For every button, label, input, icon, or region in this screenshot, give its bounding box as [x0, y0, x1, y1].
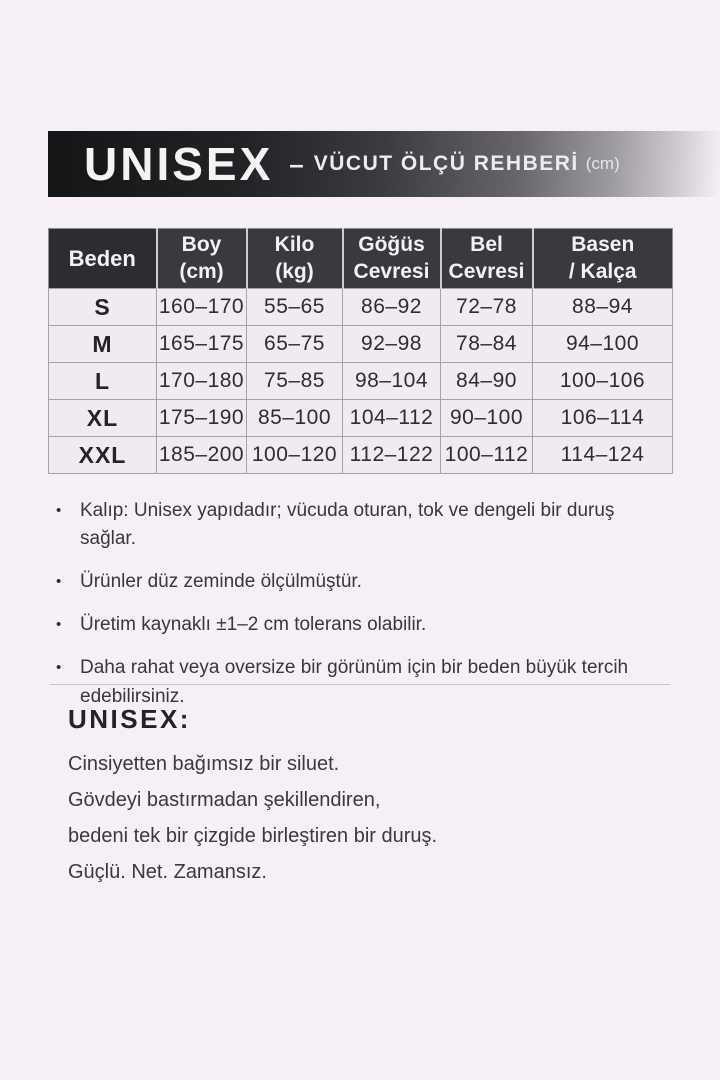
banner-title: UNISEX — [84, 138, 274, 190]
header-bel: Bel Cevresi — [439, 228, 533, 289]
header-beden: Beden — [48, 228, 157, 289]
measurement-cell: 98–104 — [342, 362, 441, 400]
list-item: • Üretim kaynaklı ±1–2 cm tolerans olabi… — [56, 611, 662, 639]
bullet-icon: • — [56, 502, 62, 519]
list-item: • Kalıp: Unisex yapıdadır; vücuda oturan… — [56, 497, 662, 553]
measurement-cell: 92–98 — [342, 325, 441, 363]
measurement-cell: 100–120 — [246, 436, 343, 474]
measurement-cell: 72–78 — [440, 288, 533, 326]
banner-unit: (cm) — [585, 154, 620, 173]
statement-line: Cinsiyetten bağımsız bir siluet. — [68, 753, 340, 775]
bullet-icon: • — [56, 659, 62, 677]
measurement-cell: 90–100 — [440, 399, 533, 437]
table-header-row: Beden Boy (cm) Kilo (kg) Göğüs Cevresi Bel C… — [48, 228, 673, 289]
size-cell: L — [48, 362, 157, 400]
bullet-icon: • — [56, 616, 62, 634]
measurement-cell: 165–175 — [156, 325, 247, 363]
size-cell: XL — [48, 399, 157, 437]
unisex-statement-section: UNISEX: Cinsiyetten bağımsız bir siluet.… — [68, 704, 648, 895]
section-divider — [50, 684, 670, 685]
table-row-l: L 170–180 75–85 98–104 84–90 100–106 — [48, 362, 673, 400]
measurement-cell: 94–100 — [532, 325, 673, 363]
statement-line: bedeni tek bir çizgide birleştiren bir d… — [68, 825, 438, 847]
measurement-cell: 88–94 — [532, 288, 673, 326]
measurement-cell: 160–170 — [156, 288, 247, 326]
measurement-cell: 114–124 — [532, 436, 673, 474]
measurement-cell: 104–112 — [342, 399, 441, 437]
measurement-cell: 112–122 — [342, 436, 441, 474]
measurement-cell: 175–190 — [156, 399, 247, 437]
size-cell: M — [48, 325, 157, 363]
section-heading: UNISEX: — [68, 704, 191, 734]
banner-dash: – — [289, 148, 304, 179]
notes-list: • Kalıp: Unisex yapıdadır; vücuda oturan… — [56, 497, 662, 726]
measurement-cell: 100–112 — [440, 436, 533, 474]
header-banner: UNISEX – VÜCUT ÖLÇÜ REHBERİ (cm) — [48, 131, 720, 197]
statement-line: Güçlü. Net. Zamansız. — [68, 861, 267, 883]
note-text: Daha rahat veya oversize bir görünüm içi… — [80, 657, 629, 707]
measurement-cell: 106–114 — [532, 399, 673, 437]
measurement-cell: 65–75 — [246, 325, 343, 363]
measurement-cell: 84–90 — [440, 362, 533, 400]
header-basen: Basen / Kalça — [531, 228, 673, 289]
header-gogus: Göğüs Cevresi — [341, 228, 441, 289]
header-kilo: Kilo (kg) — [245, 228, 343, 289]
bullet-icon: • — [56, 573, 62, 591]
note-text: Kalıp: Unisex yapıdadır; vücuda oturan, … — [80, 500, 615, 550]
size-cell: S — [48, 288, 157, 326]
note-text: Ürünler düz zeminde ölçülmüştür. — [80, 571, 362, 593]
table-row-xl: XL 175–190 85–100 104–112 90–100 106–114 — [48, 399, 673, 437]
size-chart-table: Beden Boy (cm) Kilo (kg) Göğüs Cevresi Bel C… — [48, 228, 673, 474]
measurement-cell: 100–106 — [532, 362, 673, 400]
measurement-cell: 85–100 — [246, 399, 343, 437]
list-item: • Ürünler düz zeminde ölçülmüştür. — [56, 568, 662, 596]
table-row-s: S 160–170 55–65 86–92 72–78 88–94 — [48, 288, 673, 326]
measurement-cell: 75–85 — [246, 362, 343, 400]
table-row-m: M 165–175 65–75 92–98 78–84 94–100 — [48, 325, 673, 363]
table-row-xxl: XXL 185–200 100–120 112–122 100–112 114–… — [48, 436, 673, 474]
measurement-cell: 55–65 — [246, 288, 343, 326]
measurement-cell: 185–200 — [156, 436, 247, 474]
measurement-cell: 86–92 — [342, 288, 441, 326]
measurement-cell: 170–180 — [156, 362, 247, 400]
measurement-cell: 78–84 — [440, 325, 533, 363]
note-text: Üretim kaynaklı ±1–2 cm tolerans olabili… — [80, 614, 427, 636]
size-cell: XXL — [48, 436, 157, 474]
statement-line: Gövdeyi bastırmadan şekillendiren, — [68, 789, 381, 811]
list-item: • Daha rahat veya oversize bir görünüm i… — [56, 654, 662, 710]
header-boy: Boy (cm) — [155, 228, 247, 289]
banner-subtitle: VÜCUT ÖLÇÜ REHBERİ — [313, 152, 579, 175]
